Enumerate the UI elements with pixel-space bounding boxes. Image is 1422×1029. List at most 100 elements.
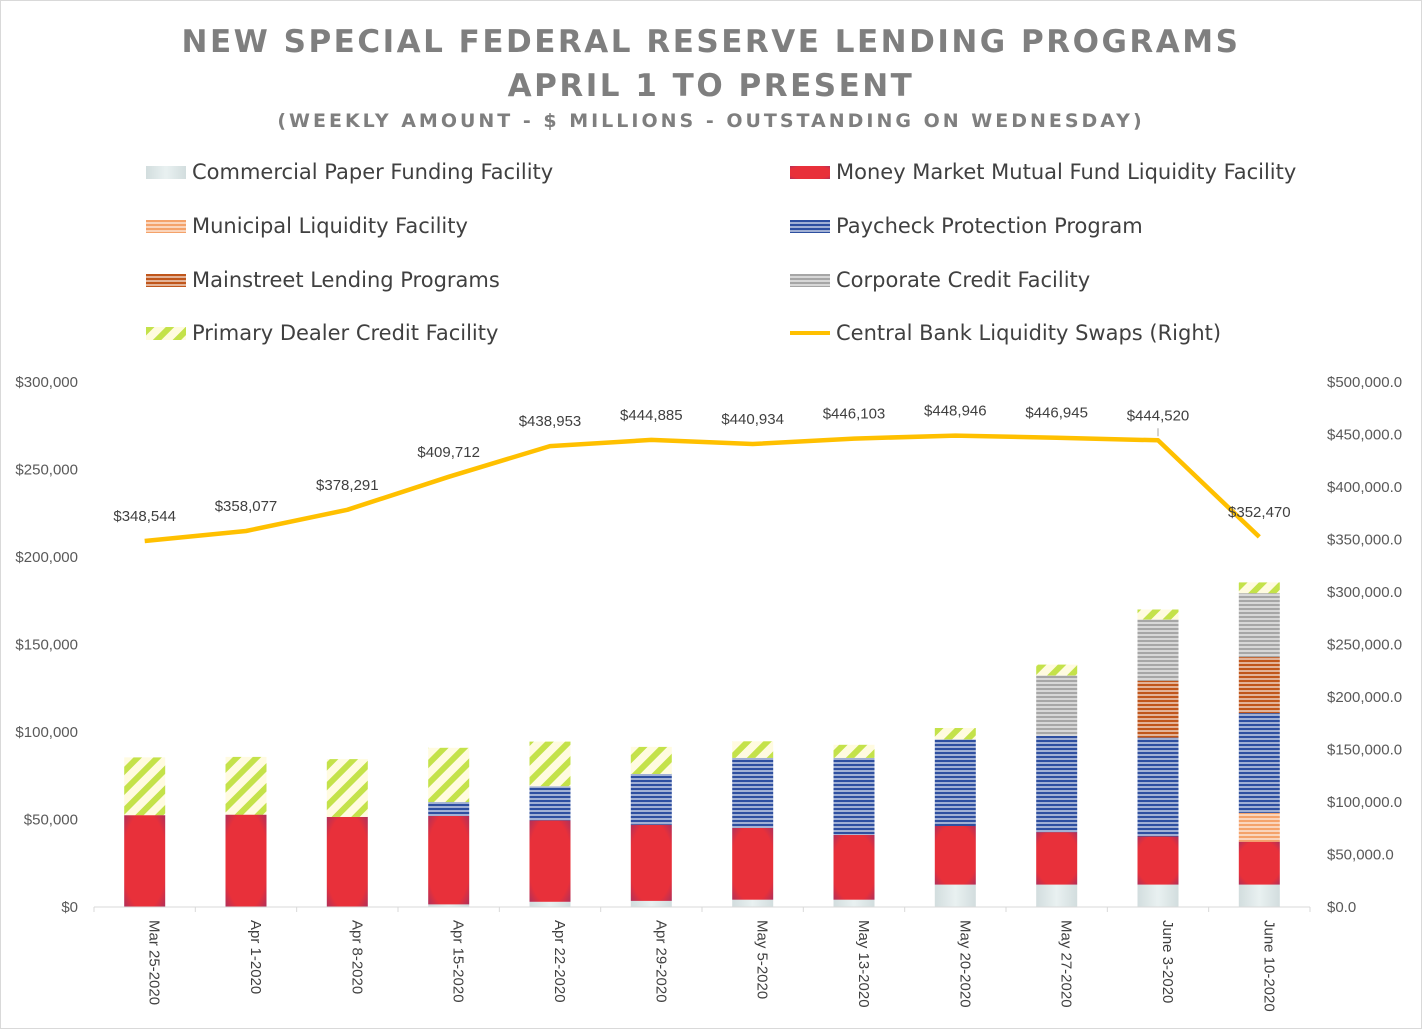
bar-segment-paycheck-protection-program [934,739,976,826]
bar-segment-money-market-mutual-fund-liquidity-facility [1137,836,1179,885]
legend-item-corporate-credit-facility: Corporate Credit Facility [790,265,1090,295]
bar-segment-primary-dealer-credit-facility [1238,582,1280,594]
legend-item-primary-dealer-credit-facility: Primary Dealer Credit Facility [146,318,498,348]
bar-segment-paycheck-protection-program [1036,735,1078,833]
bar-segment-primary-dealer-credit-facility [428,747,470,803]
line-data-label: $444,885 [620,407,683,424]
bar-segment-corporate-credit-facility [1036,675,1078,736]
right-y-tick-label: $350,000.0 [1327,532,1402,549]
legend-label: Central Bank Liquidity Swaps (Right) [836,321,1222,345]
x-tick-label: Mar 25-2020 [146,920,163,1005]
legend-label: Mainstreet Lending Programs [192,268,500,292]
x-tick-label: Apr 29-2020 [652,920,669,1003]
bar-segment-paycheck-protection-program [630,774,672,825]
liquidity-swaps-line [144,433,1261,544]
bar-segment-money-market-mutual-fund-liquidity-facility [326,816,368,907]
bar-segment-paycheck-protection-program [428,802,470,816]
legend-item-central-bank-liquidity-swaps-right: Central Bank Liquidity Swaps (Right) [790,318,1221,348]
bar-segment-money-market-mutual-fund-liquidity-facility [934,826,976,885]
liquidity-swaps-line-layer: $348,544 $358,077 $378,291 $409,712 $438,953… [113,403,1291,544]
line-data-label: $378,291 [316,477,379,494]
left-y-tick-label: $100,000 [15,724,78,741]
right-y-tick-label: $50,000.0 [1327,847,1394,864]
x-tick-label: Apr 1-2020 [247,920,264,994]
right-y-tick-label: $150,000.0 [1327,742,1402,759]
x-tick-label: May 13-2020 [855,920,872,1008]
line-data-label: $440,934 [721,411,784,428]
left-y-tick-label: $300,000 [15,374,78,391]
legend-label: Municipal Liquidity Facility [192,214,468,238]
bar-segment-primary-dealer-credit-facility [529,741,571,787]
x-tick-label: June 3-2020 [1159,920,1176,1003]
x-tick-label: Apr 22-2020 [551,920,568,1003]
legend-swatch [146,326,186,340]
bar-segment-primary-dealer-credit-facility [833,744,875,758]
right-y-tick-label: $500,000.0 [1327,374,1402,391]
legend-item-mainstreet-lending-programs: Mainstreet Lending Programs [146,265,500,295]
bar-segment-commercial-paper-funding-facility [833,899,875,907]
legend-swatch [146,219,186,233]
line-data-label: $446,103 [823,406,886,423]
bar-segment-money-market-mutual-fund-liquidity-facility [225,814,267,907]
bar-segment-money-market-mutual-fund-liquidity-facility [1036,832,1078,885]
bar-segment-paycheck-protection-program [833,757,875,835]
bar-stack-may-13-2020 [833,744,875,907]
line-data-label: $444,520 [1127,407,1190,424]
chart-title: NEW SPECIAL FEDERAL RESERVE LENDING PROG… [0,20,1422,108]
chart-legend: Commercial Paper Funding Facility Money M… [0,0,1422,360]
legend-swatch [146,165,186,179]
line-data-label: $448,946 [924,403,987,420]
x-tick-label: Apr 8-2020 [348,920,365,994]
bar-segment-commercial-paper-funding-facility [1238,884,1280,907]
legend-swatch [790,219,830,233]
bar-segment-commercial-paper-funding-facility [529,901,571,908]
left-y-tick-label: $0 [61,899,78,916]
bar-segment-commercial-paper-funding-facility [1036,884,1078,907]
legend-label: Primary Dealer Credit Facility [192,321,499,345]
bar-segment-primary-dealer-credit-facility [1137,609,1179,620]
bar-segment-money-market-mutual-fund-liquidity-facility [124,815,166,907]
bar-segment-commercial-paper-funding-facility [1137,884,1179,907]
bar-segment-corporate-credit-facility [1238,593,1280,658]
legend-swatch [146,273,186,287]
left-y-tick-label: $150,000 [15,637,78,654]
x-tick-label: May 5-2020 [754,920,771,999]
right-y-tick-label: $0.0 [1327,899,1356,916]
legend-line-swatch [790,331,830,335]
legend-swatch [790,273,830,287]
right-y-tick-label: $100,000.0 [1327,794,1402,811]
legend-item-commercial-paper-funding-facility: Commercial Paper Funding Facility [146,157,553,187]
x-tick-label: May 27-2020 [1058,920,1075,1008]
x-tick-label: June 10-2020 [1260,920,1277,1012]
legend-label: Money Market Mutual Fund Liquidity Facil… [836,160,1297,184]
bar-stack-may-5-2020 [732,741,774,907]
bar-stack-apr-29-2020 [630,746,672,907]
bar-segment-money-market-mutual-fund-liquidity-facility [529,820,571,902]
bar-stack-mar-25-2020 [124,757,166,907]
right-y-tick-label: $450,000.0 [1327,427,1402,444]
line-data-label: $348,544 [113,508,176,525]
legend-label: Commercial Paper Funding Facility [192,160,554,184]
right-y-tick-label: $400,000.0 [1327,479,1402,496]
bar-segment-commercial-paper-funding-facility [732,899,774,907]
right-y-tick-label: $300,000.0 [1327,584,1402,601]
legend-label: Corporate Credit Facility [836,268,1091,292]
bar-segment-municipal-liquidity-facility [1238,812,1280,842]
bar-stack-apr-22-2020 [529,741,571,908]
line-data-label: $409,712 [417,444,480,461]
chart-title-line-2: APRIL 1 TO PRESENT [507,68,915,104]
stacked-bars [124,582,1280,908]
line-data-label: $446,945 [1025,405,1088,422]
right-y-tick-label: $200,000.0 [1327,689,1402,706]
line-data-label: $358,077 [215,498,278,515]
right-y-tick-label: $250,000.0 [1327,637,1402,654]
bar-segment-paycheck-protection-program [1238,713,1280,813]
left-y-axis: $0 $50,000 $100,000 $150,000 $200,000 $250,00… [15,374,78,916]
bar-segment-primary-dealer-credit-facility [225,756,267,815]
bar-segment-commercial-paper-funding-facility [630,900,672,907]
bar-segment-paycheck-protection-program [529,786,571,821]
bar-segment-corporate-credit-facility [1137,619,1179,681]
bar-segment-mainstreet-lending-programs [1238,657,1280,714]
bar-segment-primary-dealer-credit-facility [630,746,672,774]
